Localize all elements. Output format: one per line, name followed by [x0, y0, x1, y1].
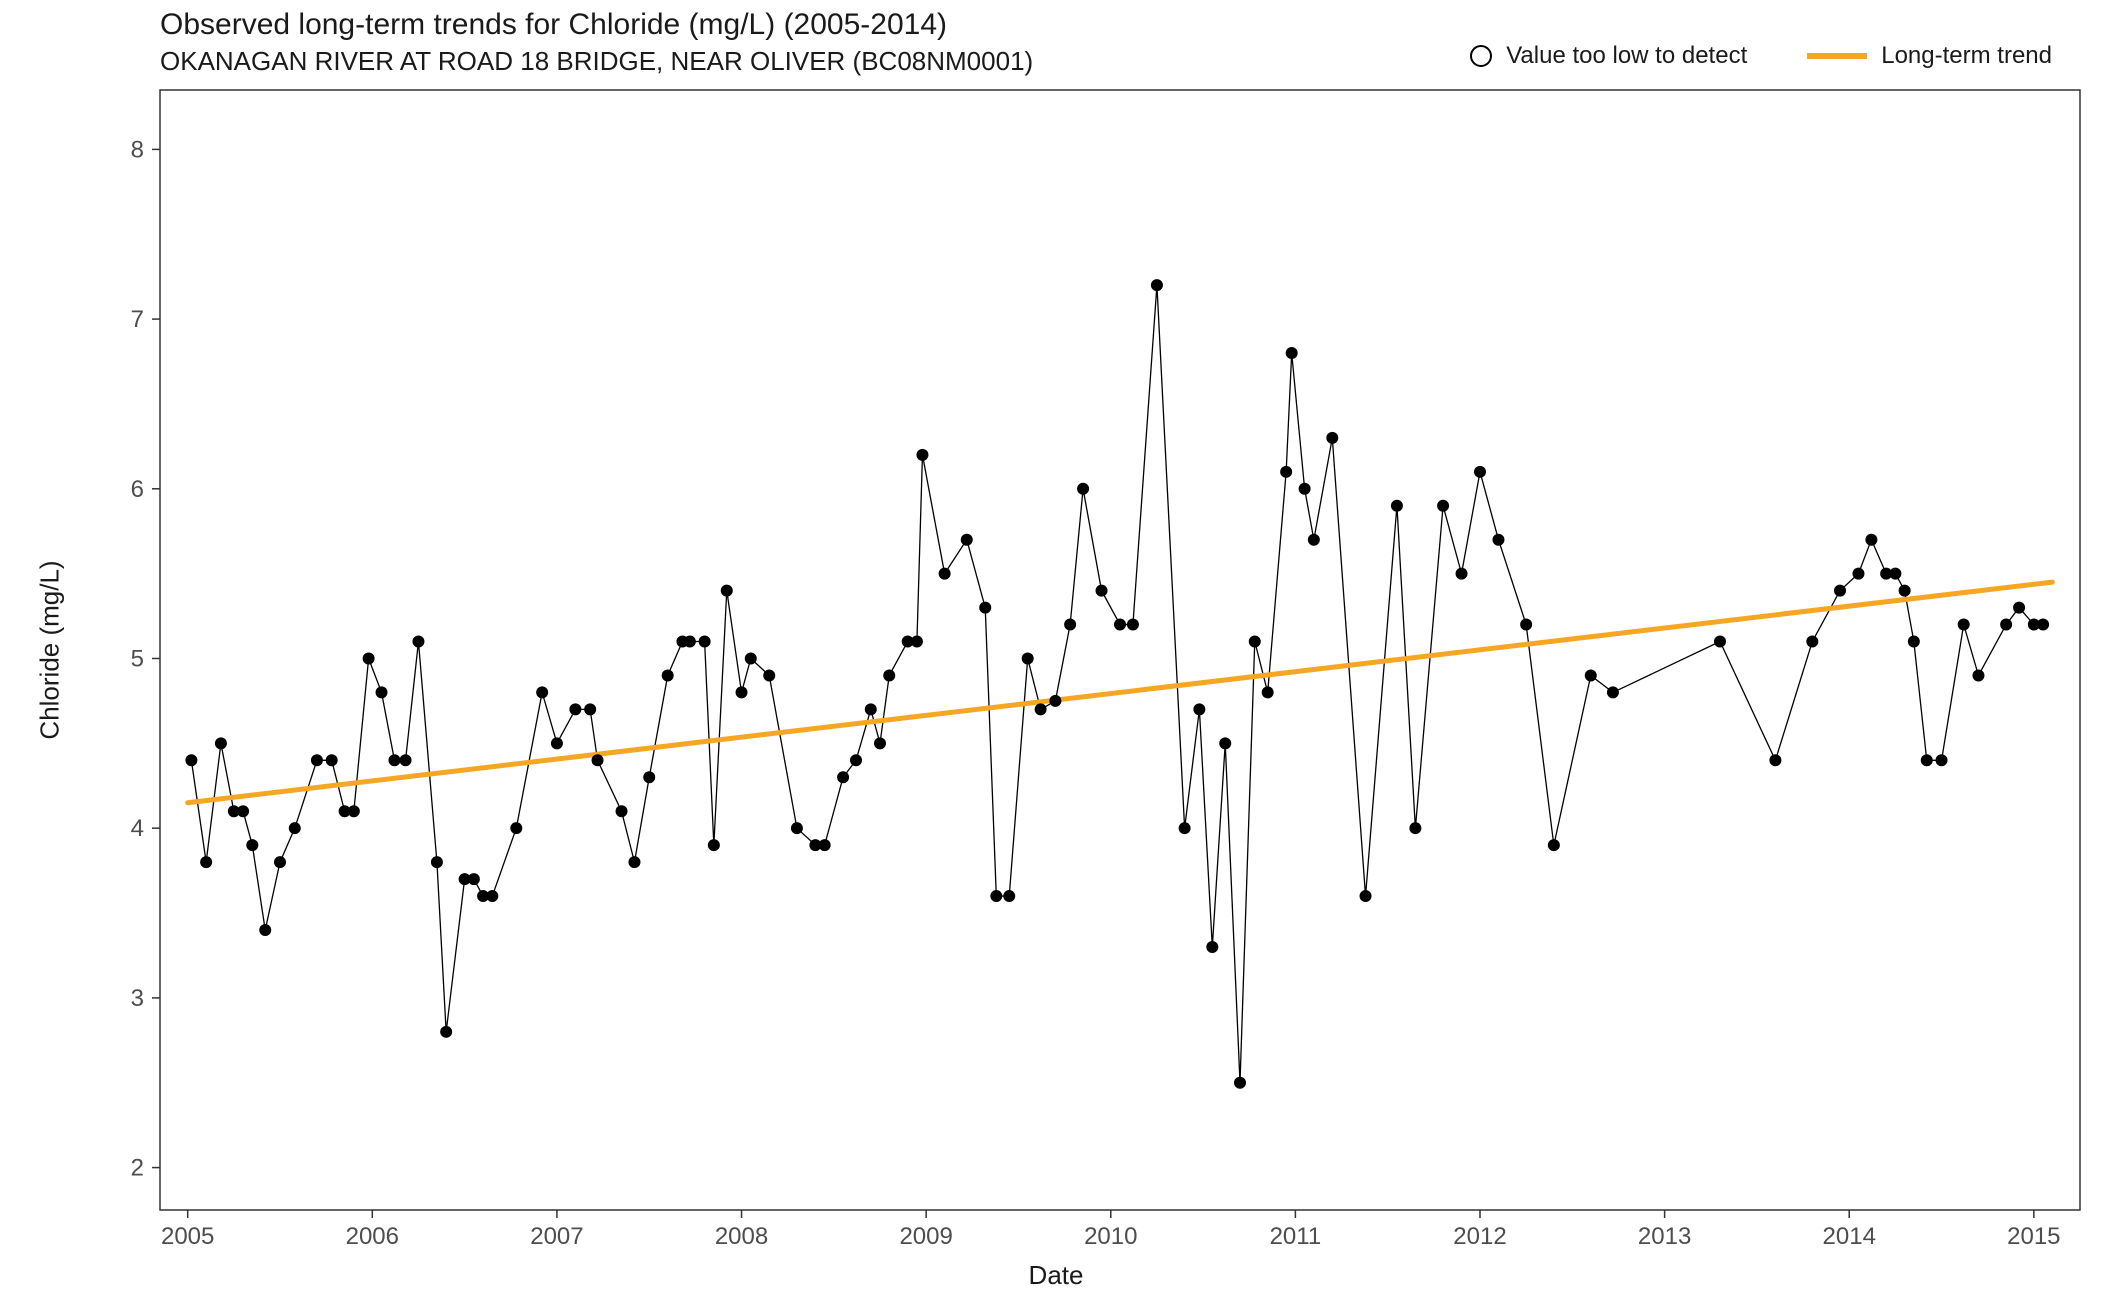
svg-text:2011: 2011 [1270, 1223, 1322, 1250]
svg-text:2007: 2007 [530, 1223, 583, 1250]
svg-text:6: 6 [131, 476, 144, 503]
svg-text:8: 8 [131, 136, 144, 163]
svg-text:3: 3 [131, 985, 144, 1012]
svg-text:2: 2 [131, 1155, 144, 1182]
svg-text:7: 7 [131, 306, 144, 333]
chart-plot: 2 3 4 5 6 7 8 2005 2006 2007 2008 2009 2010 2011 2012 2… [0, 0, 2112, 1309]
svg-text:2009: 2009 [899, 1223, 952, 1250]
svg-text:2005: 2005 [161, 1223, 214, 1250]
svg-text:2014: 2014 [1823, 1223, 1876, 1250]
svg-text:2006: 2006 [346, 1223, 399, 1250]
svg-text:2010: 2010 [1084, 1223, 1137, 1250]
svg-text:2013: 2013 [1638, 1223, 1691, 1250]
svg-text:2015: 2015 [2007, 1223, 2060, 1250]
svg-text:2012: 2012 [1453, 1223, 1506, 1250]
svg-text:5: 5 [131, 645, 144, 672]
svg-text:4: 4 [131, 815, 144, 842]
svg-text:2008: 2008 [715, 1223, 768, 1250]
